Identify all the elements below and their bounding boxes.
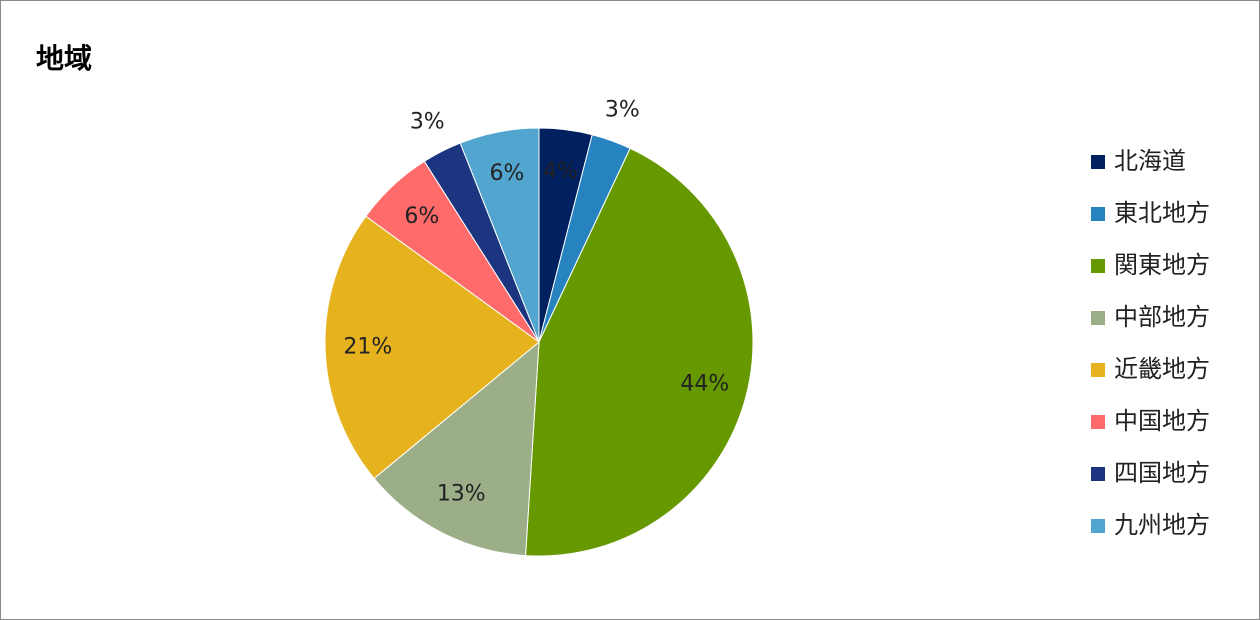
data-label: 44% [680, 372, 729, 397]
legend-swatch [1091, 311, 1105, 325]
legend-label: 中国地方 [1114, 407, 1210, 435]
legend-swatch [1091, 155, 1105, 169]
legend-label: 東北地方 [1114, 199, 1210, 227]
legend-label: 近畿地方 [1114, 355, 1210, 383]
legend-swatch [1091, 207, 1105, 221]
legend-label: 九州地方 [1114, 511, 1210, 539]
data-label: 6% [489, 161, 524, 186]
legend-swatch [1091, 467, 1105, 481]
data-label: 13% [437, 482, 486, 507]
legend-swatch [1091, 363, 1105, 377]
chart-title: 地域 [36, 42, 92, 75]
pie-slice [459, 127, 540, 343]
legend-swatch [1091, 259, 1105, 273]
legend-label: 中部地方 [1114, 303, 1210, 331]
pie-slice [373, 340, 540, 557]
data-label: 21% [343, 334, 392, 359]
data-label: 3% [605, 97, 640, 122]
pie-slice [525, 147, 754, 557]
pie-slice [324, 215, 540, 480]
data-label: 6% [404, 204, 439, 229]
legend-swatch [1091, 415, 1105, 429]
data-label: 4% [543, 159, 578, 184]
legend-label: 北海道 [1114, 147, 1186, 175]
data-label: 3% [410, 110, 445, 135]
legend-swatch [1091, 519, 1105, 533]
legend-label: 関東地方 [1114, 251, 1210, 279]
legend-label: 四国地方 [1114, 459, 1210, 487]
